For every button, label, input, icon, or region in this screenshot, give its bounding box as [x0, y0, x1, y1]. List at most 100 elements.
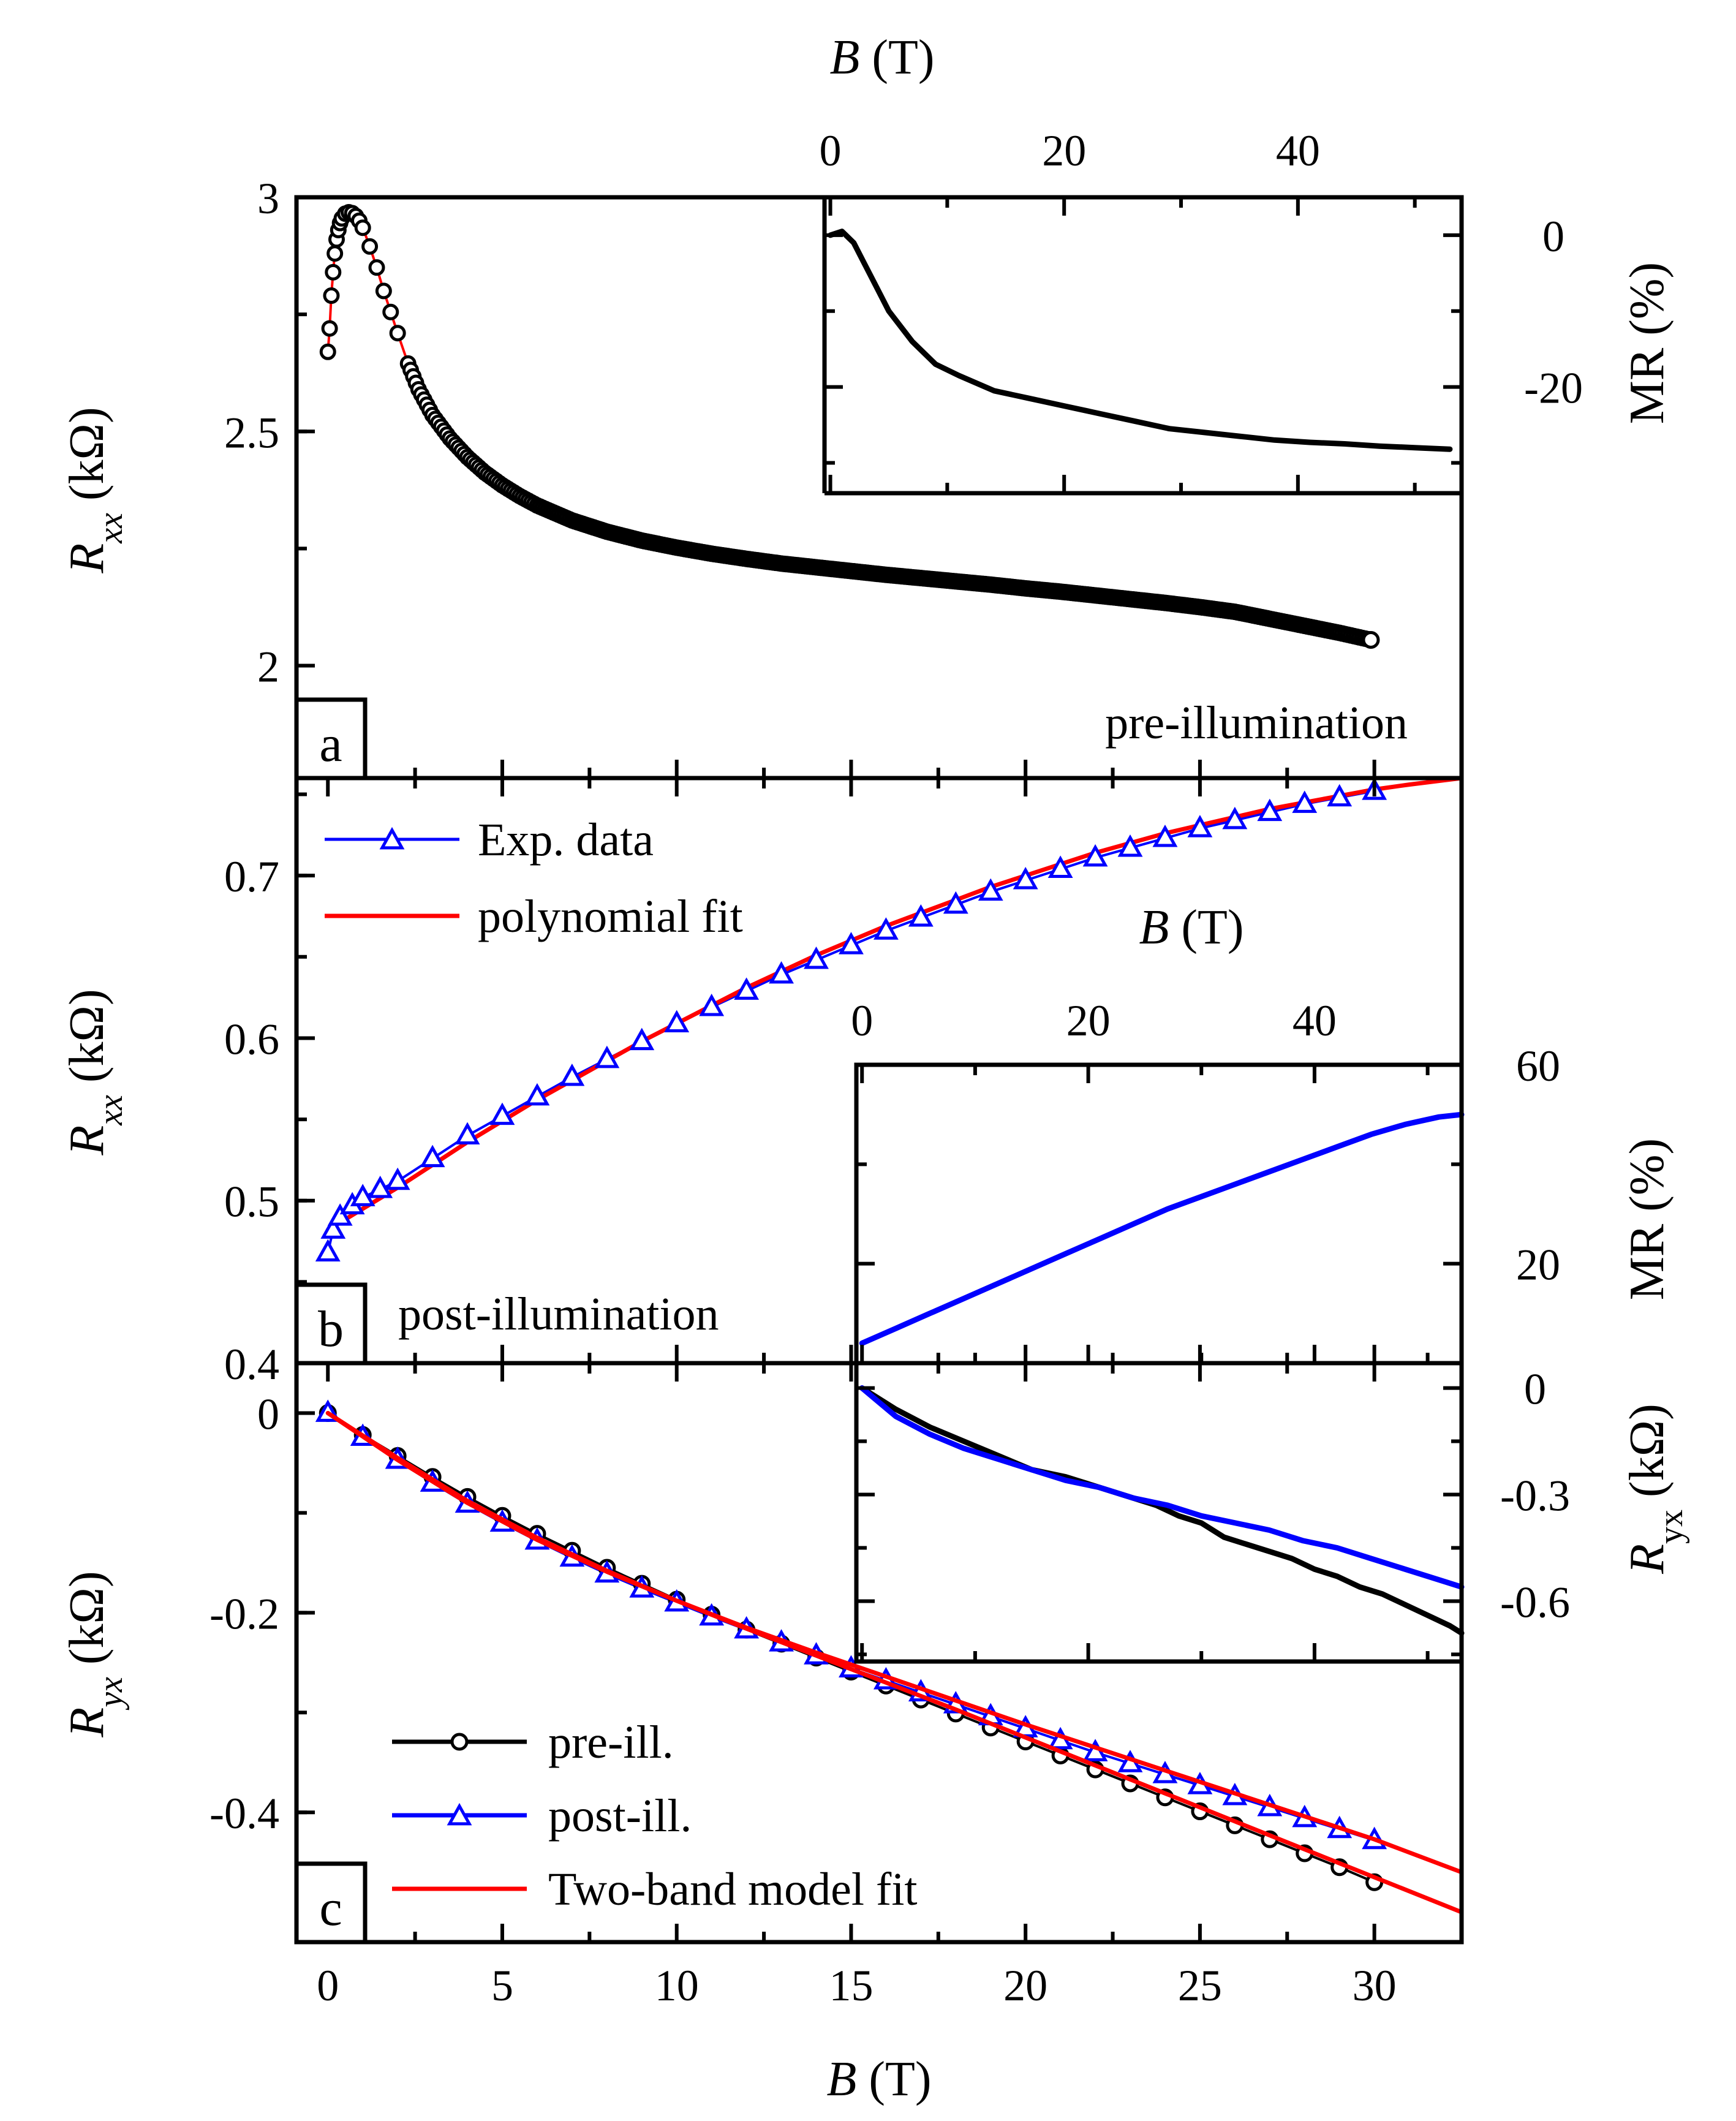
panel-b-marker: [350, 1184, 376, 1206]
panel-a-ytick-label: 2: [257, 643, 279, 692]
panel-c-fit-line-2: [325, 1411, 1464, 1875]
panel-b-marker: [559, 1063, 585, 1086]
panel-b-marker: [943, 891, 968, 914]
panel-b-marker: [664, 1010, 690, 1032]
inset-a-ytick-label: 0: [1542, 212, 1564, 261]
panel-a-marker: [368, 259, 385, 276]
inset-b-xtick-label: 0: [851, 996, 873, 1045]
panel-c-xtick-label: 20: [1003, 1961, 1047, 2010]
panel-a-marker: [321, 320, 338, 337]
inset-a-line: [828, 229, 1453, 452]
panel-c-xtick-label: 15: [829, 1961, 873, 2010]
panel-a-marker: [361, 238, 379, 255]
inset-c-post-line: [859, 1385, 1465, 1590]
panel-b-marker: [594, 1045, 620, 1068]
panel-b-marker: [1117, 834, 1143, 857]
panel-a-marker: [375, 282, 392, 300]
panel-b-marker: [804, 946, 829, 969]
panel-b-marker: [1152, 825, 1178, 847]
inset-b-xlabel: B (T): [1139, 901, 1244, 955]
legend-c-pre-label: pre-ill.: [548, 1717, 674, 1768]
panel-b-marker: [368, 1176, 393, 1198]
panel-c-xtick-label: 10: [655, 1961, 699, 2010]
panel-c-xtick-label: 0: [317, 1961, 339, 2010]
panel-b-marker: [978, 878, 1003, 901]
panel-b-marker: [420, 1144, 445, 1168]
panel-c-xtick-label: 30: [1353, 1961, 1397, 2010]
inset-a-ylabel: MR (%): [1620, 262, 1674, 424]
inset-c-pre-line: [859, 1385, 1465, 1636]
panel-b-marker: [1013, 867, 1038, 890]
panel-b-marker: [1187, 815, 1213, 837]
panel-b-letter-box: [294, 1282, 368, 1366]
legend-c-fit-label: Two-band model fit: [548, 1864, 918, 1915]
inset-b-ytick-label: 20: [1516, 1241, 1560, 1290]
panel-b-marker: [1082, 844, 1108, 867]
panel-b-marker: [839, 932, 864, 955]
panel-b-marker: [455, 1122, 480, 1145]
panel-b-marker: [524, 1083, 550, 1106]
legend-c-post-marker: [447, 1802, 472, 1826]
panel-b-marker: [699, 993, 725, 1016]
legend-c-pre-marker: [450, 1733, 469, 1751]
panel-a-marker: [354, 219, 371, 236]
panel-a-marker: [326, 245, 344, 262]
panel-b-marker: [908, 904, 934, 927]
panel-b-marker: [1047, 855, 1073, 878]
panel-b-marker: [1292, 790, 1318, 813]
legend-b-exp-marker: [379, 826, 405, 850]
panel-a-ytick-label: 3: [257, 174, 279, 223]
panel-c-ylabel: Ryx (kΩ): [60, 1571, 130, 1737]
inset-a-xlabel: B (T): [829, 31, 934, 85]
panel-a-marker: [319, 343, 336, 360]
panel-b-marker: [1257, 798, 1283, 822]
layer-text: 0 5 10 15 20 25 30 B (T) 2 2.5 3 0.4 0.5 0.6 0.7 0 -0.2 -…: [60, 31, 1690, 2106]
inset-b-xtick-label: 20: [1066, 996, 1111, 1045]
panel-c-ytick-label: 0: [257, 1389, 279, 1439]
inset-c-ytick-label: -0.3: [1500, 1472, 1570, 1521]
inset-c-frame: [854, 1361, 1464, 1664]
panel-b-marker: [769, 961, 794, 984]
layer-frames: [294, 195, 1464, 1945]
panel-b-marker: [327, 1203, 353, 1226]
inset-b-xtick-label: 40: [1293, 996, 1337, 1045]
panel-b-marker: [873, 917, 899, 940]
layer-data: [315, 203, 1465, 1915]
panel-b-ytick-label: 0.4: [224, 1340, 279, 1389]
inset-a-xtick-label: 20: [1042, 126, 1086, 175]
panel-a-note: pre-illumination: [1105, 697, 1408, 749]
panel-a-frame: [294, 195, 1464, 781]
legend-b-exp-label: Exp. data: [478, 814, 654, 866]
inset-a-xtick-label: 40: [1276, 126, 1320, 175]
panel-b-marker: [315, 1239, 341, 1262]
legend-c-post-label: post-ill.: [548, 1790, 692, 1842]
inset-a-ytick-label: -20: [1524, 364, 1583, 413]
inset-b-ytick-label: 60: [1516, 1042, 1560, 1091]
panel-b-marker: [489, 1102, 515, 1125]
panel-a-marker: [389, 325, 406, 342]
panel-b-ytick-label: 0.5: [224, 1178, 279, 1227]
inset-b-ylabel: MR (%): [1620, 1138, 1674, 1300]
panel-c-xtick-label: 25: [1178, 1961, 1222, 2010]
panel-a-marker: [325, 263, 342, 281]
panel-b-note: post-illumination: [398, 1288, 719, 1340]
panel-c-ytick-label: -0.4: [209, 1789, 279, 1838]
panel-a-marker: [1362, 630, 1380, 649]
inset-b-line: [859, 1111, 1465, 1346]
panel-a-marker: [382, 303, 399, 320]
panel-b-marker: [1327, 784, 1353, 807]
panel-b-marker: [629, 1027, 655, 1051]
panel-c-letter: c: [319, 1880, 342, 1937]
panel-a-letter: a: [319, 716, 342, 773]
panel-b-marker: [385, 1167, 410, 1190]
inset-c-bg: [856, 1363, 1462, 1662]
panel-a-letter-box: [294, 697, 368, 781]
inset-c-ytick-label: 0: [1524, 1365, 1546, 1414]
panel-c-ytick-label: -0.2: [209, 1589, 279, 1638]
inset-a-xtick-label: 0: [820, 126, 842, 175]
panel-b-marker: [1222, 806, 1248, 830]
legend-b-fit-label: polynomial fit: [478, 891, 743, 942]
panel-c-xtick-label: 5: [491, 1961, 513, 2010]
panel-a-ylabel: Rxx (kΩ): [60, 407, 130, 573]
